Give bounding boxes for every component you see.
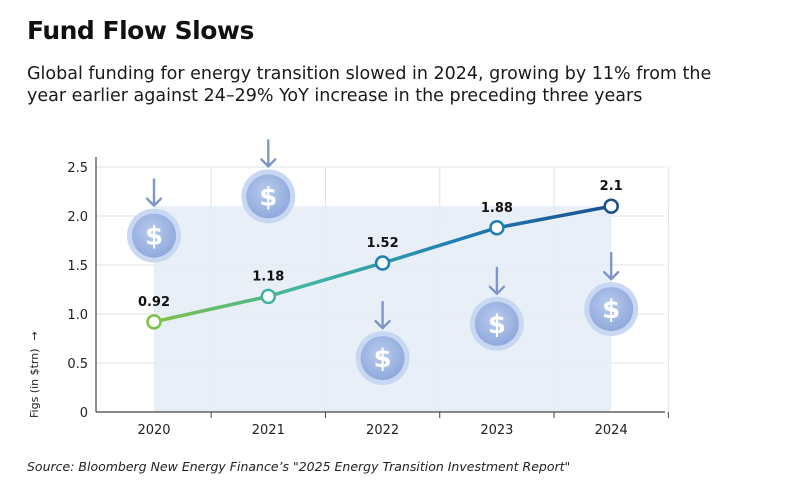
down-arrow-icon bbox=[260, 139, 277, 168]
dollar-coin-icon: $ bbox=[127, 208, 181, 263]
coin-face bbox=[246, 174, 291, 219]
line-chart: $ $ $ $ $ 0 0.5 1.0 1.5 2.0 2.5 2020 2021 2022 2023 20… bbox=[28, 139, 669, 438]
data-label: 1.52 bbox=[367, 236, 399, 251]
arrow-head bbox=[488, 285, 506, 295]
down-arrow-icon bbox=[488, 266, 506, 295]
y-axis-label-text: Figs (in $trn) bbox=[28, 348, 41, 418]
coin-face bbox=[474, 301, 519, 346]
coin-face bbox=[360, 336, 405, 381]
data-label: 0.92 bbox=[138, 295, 170, 310]
y-axis-label: Figs (in $trn) → bbox=[28, 331, 41, 418]
coin-decoration: $ bbox=[584, 251, 639, 337]
data-point bbox=[489, 220, 505, 236]
coin-decoration: $ bbox=[355, 300, 410, 386]
coin-decoration: $ bbox=[127, 178, 181, 263]
y-tick-label: 1.0 bbox=[67, 308, 88, 323]
arrow-head bbox=[260, 158, 277, 168]
series-layer bbox=[146, 198, 619, 330]
coin-face bbox=[132, 213, 176, 258]
arrow-head bbox=[145, 197, 163, 207]
dollar-sign-glyph: $ bbox=[602, 295, 620, 325]
data-label: 1.88 bbox=[481, 201, 513, 216]
data-label-layer: 0.92 1.18 1.52 1.88 2.1 bbox=[138, 179, 623, 310]
chart-title: Fund Flow Slows bbox=[27, 16, 254, 45]
dollar-sign-glyph: $ bbox=[374, 344, 392, 374]
data-point bbox=[603, 198, 619, 214]
y-tick-label: 0.5 bbox=[67, 357, 88, 372]
down-arrow-icon bbox=[145, 178, 163, 207]
down-arrow-icon bbox=[374, 300, 391, 330]
dollar-sign-glyph: $ bbox=[488, 310, 506, 340]
arrow-head bbox=[603, 270, 620, 281]
arrow-head bbox=[374, 319, 391, 330]
down-arrow-icon bbox=[603, 251, 620, 281]
data-point bbox=[374, 255, 391, 271]
dollar-sign-glyph: $ bbox=[145, 222, 163, 252]
x-tick-label: 2024 bbox=[595, 423, 628, 438]
dollar-coin-icon: $ bbox=[584, 282, 639, 337]
dollar-coin-icon: $ bbox=[469, 296, 524, 351]
dollar-coin-icon: $ bbox=[241, 169, 296, 224]
data-point bbox=[146, 314, 162, 330]
decoration-layer: $ $ $ $ $ bbox=[127, 139, 639, 386]
coin-face bbox=[589, 287, 634, 332]
coin-decoration: $ bbox=[469, 266, 524, 351]
data-point bbox=[260, 288, 277, 305]
y-tick-label: 1.5 bbox=[67, 259, 88, 274]
axis-layer: 0 0.5 1.0 1.5 2.0 2.5 2020 2021 2022 2023 2024 bbox=[67, 157, 669, 438]
y-tick-label: 2.0 bbox=[67, 210, 88, 225]
x-tick-label: 2020 bbox=[137, 423, 170, 438]
data-label: 2.1 bbox=[600, 179, 623, 194]
dollar-coin-icon: $ bbox=[355, 331, 410, 386]
x-tick-label: 2023 bbox=[480, 423, 513, 438]
data-label: 1.18 bbox=[252, 269, 284, 284]
y-tick-label: 2.5 bbox=[67, 161, 88, 176]
y-axis-arrow: → bbox=[28, 331, 41, 340]
chart-subtitle: Global funding for energy transition slo… bbox=[27, 64, 712, 106]
coin-decoration: $ bbox=[241, 139, 296, 224]
source-note: Source: Bloomberg New Energy Finance’s "… bbox=[27, 459, 571, 474]
dollar-sign-glyph: $ bbox=[259, 182, 277, 212]
x-tick-label: 2021 bbox=[252, 423, 285, 438]
y-tick-label: 0 bbox=[80, 406, 88, 421]
x-tick-label: 2022 bbox=[366, 423, 399, 438]
